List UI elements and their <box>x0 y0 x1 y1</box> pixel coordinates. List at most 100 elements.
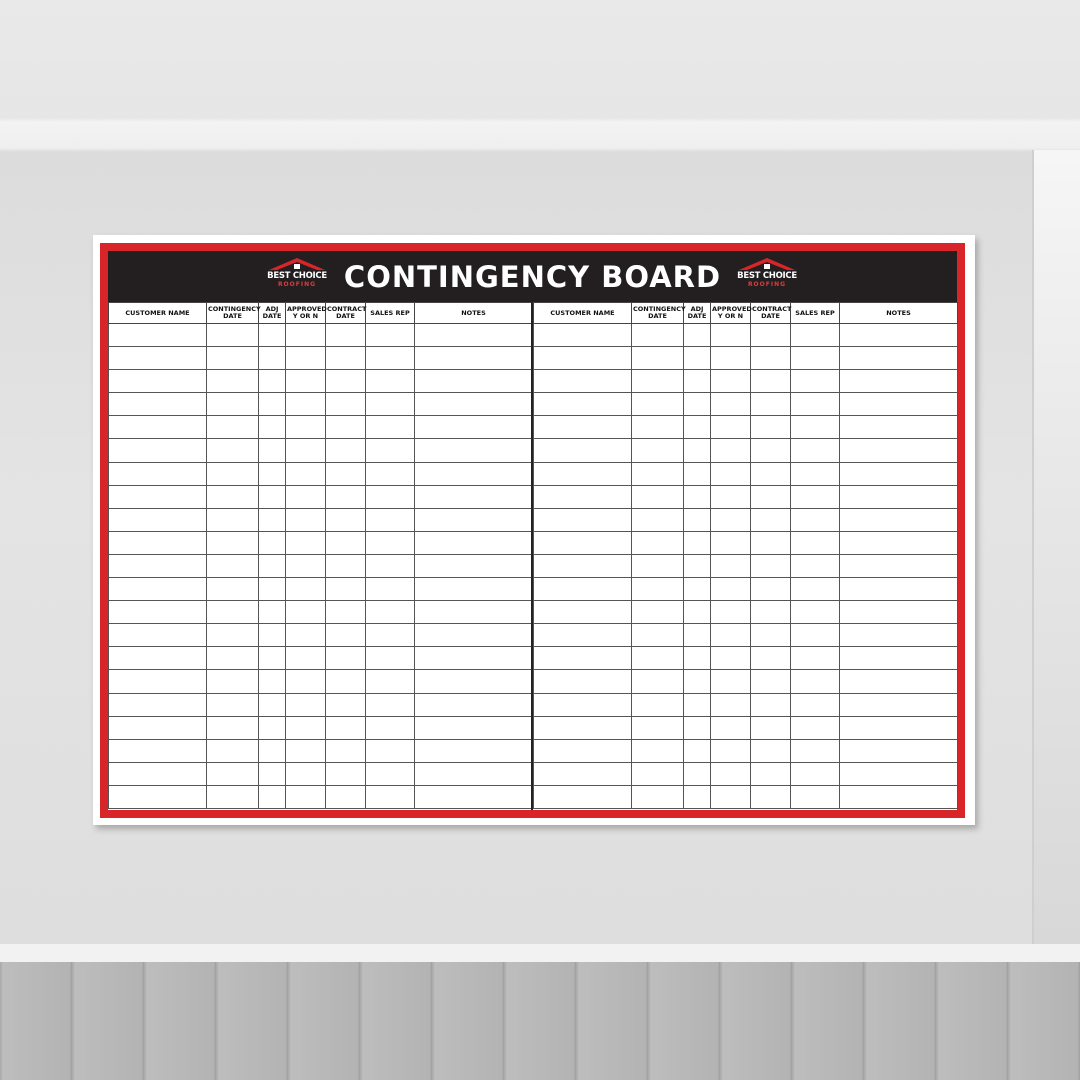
blank-cell <box>325 738 366 763</box>
blank-cell <box>790 692 840 717</box>
blank-cell <box>533 553 632 579</box>
blank-cell <box>750 530 791 555</box>
blank-row <box>533 623 958 648</box>
blank-cell <box>258 392 286 417</box>
blank-cell <box>258 484 286 509</box>
blank-cell <box>285 461 326 486</box>
blank-cell <box>365 646 415 671</box>
blank-cell <box>790 646 840 671</box>
blank-cell <box>365 577 415 602</box>
blank-cell <box>683 553 711 579</box>
blank-cell <box>683 692 711 717</box>
blank-cell <box>750 738 791 763</box>
blank-cell <box>285 369 326 394</box>
column-header: CONTRACT DATE <box>750 302 791 324</box>
blank-cell <box>206 577 259 602</box>
blank-cell <box>108 461 207 486</box>
blank-row <box>108 484 533 509</box>
blank-cell <box>258 553 286 579</box>
blank-cell <box>710 461 751 486</box>
blank-cell <box>325 369 366 394</box>
blank-row <box>533 484 958 509</box>
blank-cell <box>839 392 958 417</box>
blank-cell <box>750 507 791 532</box>
blank-cell <box>790 346 840 371</box>
blank-cell <box>839 415 958 440</box>
blank-cell <box>108 692 207 717</box>
blank-cell <box>258 577 286 602</box>
blank-cell <box>839 738 958 763</box>
column-header: CONTRACT DATE <box>325 302 366 324</box>
blank-cell <box>839 553 958 579</box>
column-header: NOTES <box>414 302 533 324</box>
blank-cell <box>839 600 958 625</box>
blank-row <box>108 600 533 625</box>
blank-cell <box>365 530 415 555</box>
blank-cell <box>533 669 632 694</box>
blank-cell <box>108 784 207 809</box>
blank-cell <box>533 507 632 532</box>
blank-cell <box>710 438 751 463</box>
blank-cell <box>750 623 791 648</box>
blank-cell <box>631 322 684 348</box>
blank-row <box>108 761 533 786</box>
blank-cell <box>325 784 366 809</box>
blank-cell <box>839 507 958 532</box>
blank-cell <box>839 784 958 809</box>
blank-row <box>533 415 958 440</box>
blank-cell <box>750 392 791 417</box>
blank-cell <box>533 600 632 625</box>
roof-icon <box>739 258 795 270</box>
blank-cell <box>285 600 326 625</box>
blank-cell <box>790 415 840 440</box>
blank-cell <box>414 577 533 602</box>
logo: BEST CHOICE ROOFING <box>264 257 330 297</box>
column-header: CUSTOMER NAME <box>533 302 632 324</box>
logo-sub: ROOFING <box>277 281 317 288</box>
roof-icon <box>269 258 325 270</box>
blank-cell <box>533 646 632 671</box>
blank-cell <box>285 715 326 740</box>
blank-cell <box>839 346 958 371</box>
blank-cell <box>325 530 366 555</box>
blank-cell <box>206 692 259 717</box>
blank-cell <box>631 692 684 717</box>
blank-cell <box>365 553 415 579</box>
blank-row <box>533 692 958 717</box>
blank-cell <box>108 577 207 602</box>
blank-cell <box>839 577 958 602</box>
blank-cell <box>631 530 684 555</box>
blank-cell <box>839 369 958 394</box>
blank-cell <box>414 784 533 809</box>
blank-cell <box>206 669 259 694</box>
blank-row <box>533 507 958 532</box>
blank-cell <box>258 507 286 532</box>
blank-cell <box>790 669 840 694</box>
blank-cell <box>710 623 751 648</box>
blank-cell <box>710 669 751 694</box>
blank-row <box>108 415 533 440</box>
column-header: NOTES <box>839 302 958 324</box>
blank-cell <box>258 784 286 809</box>
blank-cell <box>365 507 415 532</box>
blank-cell <box>750 761 791 786</box>
blank-cell <box>365 322 415 348</box>
header-row: CUSTOMER NAME CONTINGENCY DATE ADJ DATE APP… <box>108 302 533 324</box>
blank-cell <box>325 715 366 740</box>
blank-cell <box>533 322 632 348</box>
blank-cell <box>533 530 632 555</box>
blank-cell <box>285 346 326 371</box>
blank-row <box>533 322 958 348</box>
blank-cell <box>533 577 632 602</box>
blank-cell <box>258 322 286 348</box>
blank-cell <box>414 415 533 440</box>
blank-cell <box>108 715 207 740</box>
blank-cell <box>325 692 366 717</box>
blank-cell <box>414 761 533 786</box>
blank-cell <box>839 692 958 717</box>
blank-cell <box>839 438 958 463</box>
column-header: SALES REP <box>365 302 415 324</box>
blank-cell <box>206 738 259 763</box>
blank-cell <box>285 623 326 648</box>
